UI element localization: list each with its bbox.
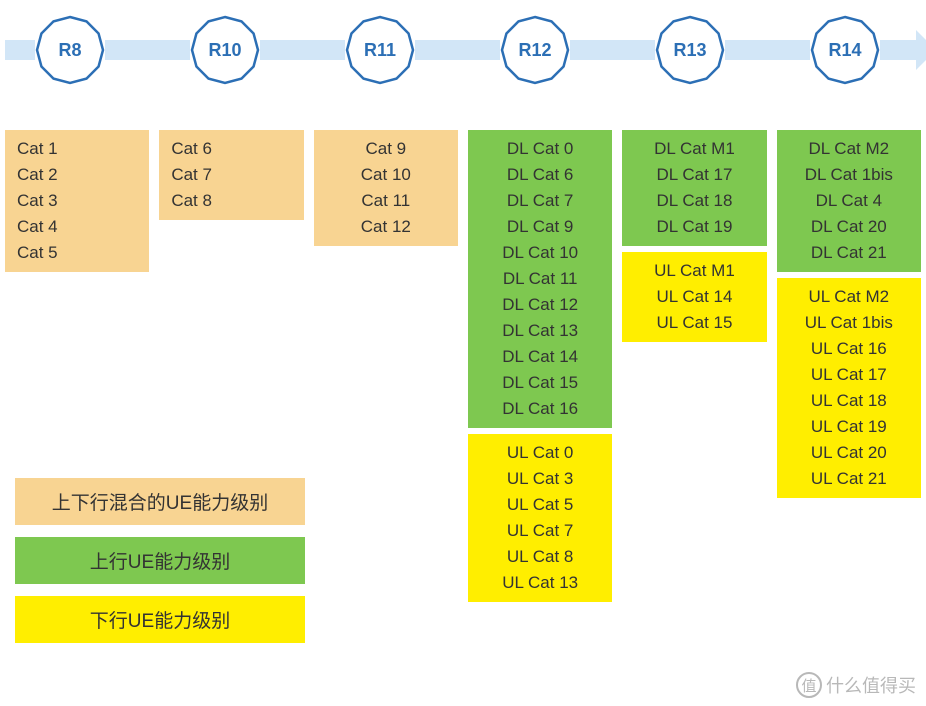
block-dl: DL Cat 0DL Cat 6DL Cat 7DL Cat 9DL Cat 1… <box>468 130 612 428</box>
column-3: DL Cat 0DL Cat 6DL Cat 7DL Cat 9DL Cat 1… <box>468 130 612 608</box>
cat-item: UL Cat 21 <box>781 466 917 492</box>
cat-item: UL Cat 8 <box>472 544 608 570</box>
cat-item: Cat 4 <box>17 214 145 240</box>
cat-item: DL Cat 1bis <box>781 162 917 188</box>
watermark-icon: 值 <box>796 672 822 698</box>
cat-item: DL Cat 15 <box>472 370 608 396</box>
column-0: Cat 1Cat 2Cat 3Cat 4Cat 5 <box>5 130 149 278</box>
release-node-r8: R8 <box>35 15 105 85</box>
cat-item: DL Cat 6 <box>472 162 608 188</box>
cat-item: DL Cat 4 <box>781 188 917 214</box>
release-node-r11: R11 <box>345 15 415 85</box>
cat-item: UL Cat 5 <box>472 492 608 518</box>
block-mixed: Cat 6Cat 7Cat 8 <box>159 130 303 220</box>
cat-item: DL Cat 20 <box>781 214 917 240</box>
cat-item: DL Cat 16 <box>472 396 608 422</box>
cat-item: DL Cat 0 <box>472 136 608 162</box>
cat-item: DL Cat 13 <box>472 318 608 344</box>
block-dl: DL Cat M1DL Cat 17DL Cat 18DL Cat 19 <box>622 130 766 246</box>
cat-item: DL Cat 10 <box>472 240 608 266</box>
cat-item: DL Cat 19 <box>626 214 762 240</box>
watermark-text: 什么值得买 <box>826 672 916 698</box>
cat-item: Cat 3 <box>17 188 145 214</box>
cat-item: DL Cat 21 <box>781 240 917 266</box>
cat-item: DL Cat 14 <box>472 344 608 370</box>
legend-item-dl: 上行UE能力级别 <box>15 537 305 584</box>
cat-item: UL Cat 17 <box>781 362 917 388</box>
cat-item: DL Cat 17 <box>626 162 762 188</box>
block-ul: UL Cat M2UL Cat 1bisUL Cat 16UL Cat 17UL… <box>777 278 921 498</box>
release-node-r12: R12 <box>500 15 570 85</box>
cat-item: UL Cat 3 <box>472 466 608 492</box>
cat-item: UL Cat 13 <box>472 570 608 596</box>
release-timeline: R8 R10 R11 R12 R13 R14 <box>5 10 921 90</box>
cat-item: UL Cat M2 <box>781 284 917 310</box>
block-mixed: Cat 9Cat 10Cat 11Cat 12 <box>314 130 458 246</box>
watermark: 值 什么值得买 <box>796 672 916 698</box>
cat-item: Cat 1 <box>17 136 145 162</box>
cat-item: Cat 6 <box>171 136 299 162</box>
cat-item: DL Cat M1 <box>626 136 762 162</box>
cat-item: Cat 9 <box>318 136 454 162</box>
block-ul: UL Cat 0UL Cat 3UL Cat 5UL Cat 7UL Cat 8… <box>468 434 612 602</box>
legend: 上下行混合的UE能力级别上行UE能力级别下行UE能力级别 <box>15 478 305 655</box>
release-node-r14: R14 <box>810 15 880 85</box>
legend-item-mixed: 上下行混合的UE能力级别 <box>15 478 305 525</box>
cat-item: UL Cat 0 <box>472 440 608 466</box>
cat-item: UL Cat 18 <box>781 388 917 414</box>
release-node-r13: R13 <box>655 15 725 85</box>
cat-item: UL Cat M1 <box>626 258 762 284</box>
cat-item: DL Cat M2 <box>781 136 917 162</box>
timeline-arrow <box>5 40 921 60</box>
cat-item: Cat 5 <box>17 240 145 266</box>
cat-item: UL Cat 16 <box>781 336 917 362</box>
cat-item: UL Cat 1bis <box>781 310 917 336</box>
column-1: Cat 6Cat 7Cat 8 <box>159 130 303 226</box>
block-dl: DL Cat M2DL Cat 1bisDL Cat 4DL Cat 20DL … <box>777 130 921 272</box>
column-4: DL Cat M1DL Cat 17DL Cat 18DL Cat 19UL C… <box>622 130 766 348</box>
cat-item: Cat 11 <box>318 188 454 214</box>
cat-item: UL Cat 14 <box>626 284 762 310</box>
cat-item: DL Cat 12 <box>472 292 608 318</box>
cat-item: DL Cat 11 <box>472 266 608 292</box>
legend-item-ul: 下行UE能力级别 <box>15 596 305 643</box>
cat-item: UL Cat 19 <box>781 414 917 440</box>
block-mixed: Cat 1Cat 2Cat 3Cat 4Cat 5 <box>5 130 149 272</box>
release-node-r10: R10 <box>190 15 260 85</box>
cat-item: UL Cat 15 <box>626 310 762 336</box>
cat-item: DL Cat 9 <box>472 214 608 240</box>
cat-item: UL Cat 7 <box>472 518 608 544</box>
cat-item: Cat 12 <box>318 214 454 240</box>
cat-item: Cat 7 <box>171 162 299 188</box>
column-5: DL Cat M2DL Cat 1bisDL Cat 4DL Cat 20DL … <box>777 130 921 504</box>
block-ul: UL Cat M1UL Cat 14UL Cat 15 <box>622 252 766 342</box>
cat-item: DL Cat 7 <box>472 188 608 214</box>
cat-item: Cat 10 <box>318 162 454 188</box>
cat-item: UL Cat 20 <box>781 440 917 466</box>
column-2: Cat 9Cat 10Cat 11Cat 12 <box>314 130 458 252</box>
cat-item: DL Cat 18 <box>626 188 762 214</box>
cat-item: Cat 8 <box>171 188 299 214</box>
cat-item: Cat 2 <box>17 162 145 188</box>
